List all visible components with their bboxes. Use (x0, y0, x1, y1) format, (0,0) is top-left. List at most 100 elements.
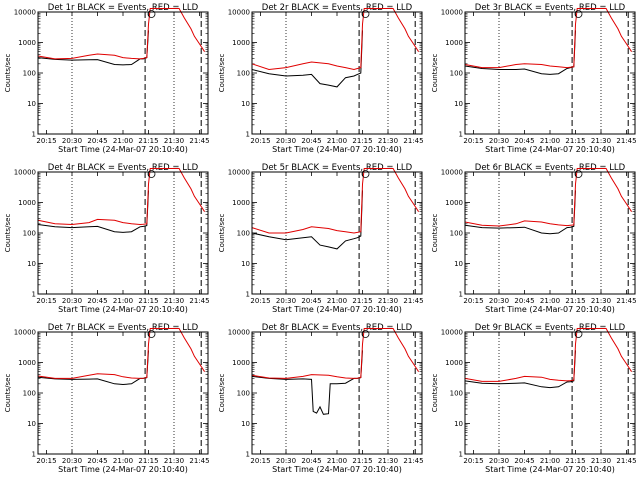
series-lld-line (37, 328, 206, 379)
x-tick-label: 20:30 (489, 137, 509, 145)
y-axis-label: Counts/sec (218, 54, 226, 93)
plot-frame (464, 331, 636, 455)
y-tick-label: 10000 (14, 9, 36, 17)
series-events-line (37, 350, 149, 386)
x-tick-label: 20:15 (36, 297, 56, 305)
y-tick-label: 10 (27, 100, 36, 108)
y-tick-label: 10 (241, 100, 250, 108)
x-tick-label: 21:00 (540, 457, 560, 465)
y-tick-label: 100 (237, 230, 250, 238)
panel-det-9: Det 9r BLACK = Events, RED = LLD Counts/s… (431, 323, 637, 474)
y-tick-label: 1 (32, 291, 36, 299)
x-tick-label: 21:45 (403, 457, 423, 465)
panel-title: Det 6r BLACK = Events, RED = LLD (475, 163, 626, 173)
y-tick-label: 1000 (232, 199, 250, 207)
y-axis-label: Counts/sec (218, 214, 226, 253)
x-tick-label: 21:00 (327, 457, 347, 465)
x-tick-label: 21:00 (327, 137, 347, 145)
y-axis-label: Counts/sec (431, 374, 439, 413)
x-axis-label: Start Time (24-Mar-07 20:10:40) (58, 305, 188, 314)
panel-title: Det 1r BLACK = Events, RED = LLD (48, 3, 199, 13)
saturation-marker (574, 10, 583, 18)
series-lld-line (37, 8, 206, 60)
x-tick-label: 21:45 (616, 457, 636, 465)
y-axis-label: Counts/sec (4, 374, 12, 413)
x-tick-label: 20:45 (87, 297, 107, 305)
x-tick-label: 20:30 (489, 297, 509, 305)
x-tick-label: 21:15 (138, 297, 158, 305)
y-tick-label: 1000 (232, 359, 250, 367)
series-lld-line (464, 8, 633, 69)
y-tick-label: 1 (459, 451, 463, 459)
x-tick-label: 20:45 (514, 297, 534, 305)
y-tick-label: 1000 (18, 199, 36, 207)
x-tick-label: 20:45 (301, 457, 321, 465)
panel-det-3: Det 3r BLACK = Events, RED = LLD Counts/s… (431, 3, 637, 154)
x-tick-label: 20:30 (489, 457, 509, 465)
panel-det-1: Det 1r BLACK = Events, RED = LLD Counts/s… (4, 3, 210, 154)
x-tick-label: 20:15 (36, 137, 56, 145)
y-tick-label: 100 (23, 390, 36, 398)
x-tick-label: 21:30 (378, 297, 398, 305)
x-tick-label: 21:00 (540, 137, 560, 145)
y-tick-label: 10000 (228, 329, 250, 337)
panel-title: Det 2r BLACK = Events, RED = LLD (262, 3, 413, 13)
x-tick-label: 21:15 (565, 137, 585, 145)
plot-frame (37, 171, 209, 295)
x-tick-label: 21:45 (403, 137, 423, 145)
panel-title: Det 8r BLACK = Events, RED = LLD (262, 323, 413, 333)
series-events-line (251, 350, 363, 415)
y-tick-label: 10 (454, 100, 463, 108)
panel-title: Det 9r BLACK = Events, RED = LLD (475, 323, 626, 333)
x-tick-label: 21:30 (378, 457, 398, 465)
saturation-marker (361, 170, 370, 178)
y-axis-label: Counts/sec (431, 214, 439, 253)
x-tick-label: 20:45 (87, 137, 107, 145)
x-tick-label: 20:45 (301, 137, 321, 145)
x-tick-label: 21:30 (591, 297, 611, 305)
y-tick-label: 10 (454, 420, 463, 428)
panel-det-5: Det 5r BLACK = Events, RED = LLD Counts/s… (218, 163, 424, 314)
y-tick-label: 10 (241, 420, 250, 428)
x-tick-label: 20:30 (276, 457, 296, 465)
series-events-line (464, 350, 576, 389)
series-lld-line (251, 328, 420, 379)
y-axis-label: Counts/sec (431, 54, 439, 93)
series-lld-line (464, 328, 633, 382)
saturation-marker (361, 330, 370, 338)
x-axis-label: Start Time (24-Mar-07 20:10:40) (272, 145, 402, 154)
series-events-line (251, 190, 363, 250)
x-tick-label: 20:15 (250, 457, 270, 465)
x-tick-label: 20:30 (276, 297, 296, 305)
y-tick-label: 1000 (445, 199, 463, 207)
y-tick-label: 100 (450, 390, 463, 398)
panel-det-6: Det 6r BLACK = Events, RED = LLD Counts/s… (431, 163, 637, 314)
y-tick-label: 100 (450, 230, 463, 238)
x-tick-label: 21:00 (113, 457, 133, 465)
plot-frame (464, 11, 636, 135)
series-events-line (464, 190, 576, 235)
y-tick-label: 10 (27, 420, 36, 428)
panel-det-8: Det 8r BLACK = Events, RED = LLD Counts/s… (218, 323, 424, 474)
x-tick-label: 21:00 (327, 297, 347, 305)
x-tick-label: 20:15 (250, 297, 270, 305)
x-tick-label: 20:15 (463, 137, 483, 145)
panel-det-2: Det 2r BLACK = Events, RED = LLD Counts/s… (218, 3, 424, 154)
plot-frame (37, 331, 209, 455)
x-tick-label: 20:30 (62, 457, 82, 465)
y-tick-label: 10 (241, 260, 250, 268)
saturation-marker (361, 10, 370, 18)
panel-title: Det 4r BLACK = Events, RED = LLD (48, 163, 199, 173)
series-events-line (251, 30, 363, 88)
y-tick-label: 1000 (445, 359, 463, 367)
y-tick-label: 1 (459, 131, 463, 139)
y-tick-label: 1 (459, 291, 463, 299)
y-tick-label: 10000 (228, 169, 250, 177)
y-tick-label: 10 (454, 260, 463, 268)
y-tick-label: 1 (246, 291, 250, 299)
x-tick-label: 21:30 (591, 457, 611, 465)
plot-frame (251, 331, 423, 455)
x-tick-label: 20:15 (250, 137, 270, 145)
y-tick-label: 1000 (18, 39, 36, 47)
x-tick-label: 21:30 (378, 137, 398, 145)
